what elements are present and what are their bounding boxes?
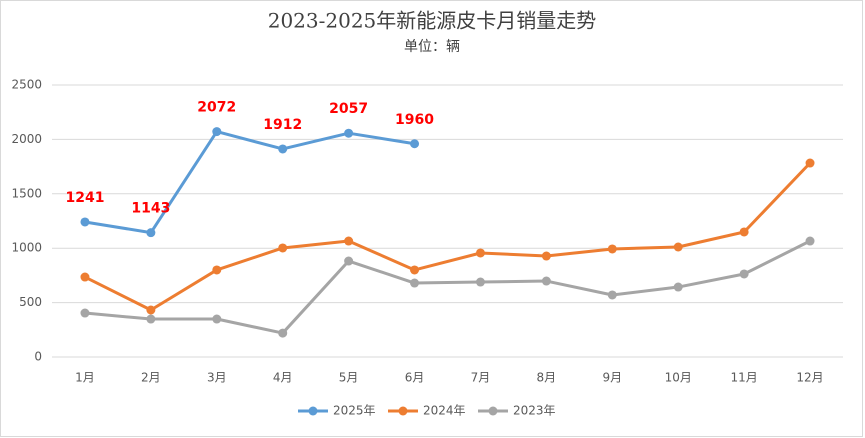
point [805, 158, 815, 168]
point [80, 272, 90, 282]
point [739, 269, 749, 279]
data-label: 2072 [197, 100, 236, 116]
point [212, 127, 222, 137]
x-tick-label: 10月 [665, 371, 692, 385]
y-tick-label: 0 [34, 350, 42, 364]
series-line [84, 161, 812, 312]
point [212, 314, 222, 324]
legend-label: 2024年 [423, 404, 466, 418]
x-tick-label: 9月 [602, 371, 622, 385]
point [146, 305, 156, 315]
y-tick-label: 500 [19, 295, 42, 309]
data-label: 1912 [263, 117, 302, 133]
y-tick-label: 2000 [11, 132, 42, 146]
x-tick-label: 1月 [75, 371, 95, 385]
point [344, 236, 354, 246]
point [673, 242, 683, 252]
point [278, 144, 288, 154]
point [607, 290, 617, 300]
point [278, 328, 288, 338]
point [80, 308, 90, 318]
x-tick-label: 11月 [730, 371, 757, 385]
point [80, 217, 90, 227]
point [541, 251, 551, 261]
data-label: 1241 [65, 190, 104, 206]
x-tick-label: 6月 [405, 371, 425, 385]
x-tick-label: 7月 [471, 371, 491, 385]
legend-marker [488, 406, 498, 416]
point [739, 227, 749, 237]
point [805, 236, 815, 246]
x-tick-label: 5月 [339, 371, 359, 385]
point [673, 282, 683, 292]
point [344, 256, 354, 266]
y-tick-label: 1000 [11, 241, 42, 255]
data-label: 1143 [131, 201, 170, 217]
point [410, 278, 420, 288]
x-tick-label: 2月 [141, 371, 161, 385]
point [212, 265, 222, 275]
legend-marker [398, 406, 408, 416]
y-tick-label: 2500 [11, 78, 42, 92]
legend-label: 2025年 [333, 404, 376, 418]
point [410, 265, 420, 275]
point [410, 139, 420, 149]
point [146, 314, 156, 324]
series-line [84, 130, 415, 235]
point [475, 277, 485, 287]
point [146, 228, 156, 238]
chart-subtitle: 单位：辆 [404, 39, 460, 55]
x-tick-label: 8月 [537, 371, 557, 385]
chart-title: 2023-2025年新能源皮卡月销量走势 [268, 9, 597, 33]
x-tick-label: 3月 [207, 371, 227, 385]
x-tick-label: 12月 [796, 371, 823, 385]
data-label: 1960 [395, 112, 434, 128]
point [344, 128, 354, 138]
x-tick-label: 4月 [273, 371, 293, 385]
data-label: 2057 [329, 101, 368, 117]
legend-label: 2023年 [513, 404, 556, 418]
y-tick-label: 1500 [11, 186, 42, 200]
series-line [84, 239, 811, 335]
point [278, 243, 288, 253]
point [607, 244, 617, 254]
legend-marker [308, 406, 318, 416]
point [475, 248, 485, 258]
point [541, 276, 551, 286]
